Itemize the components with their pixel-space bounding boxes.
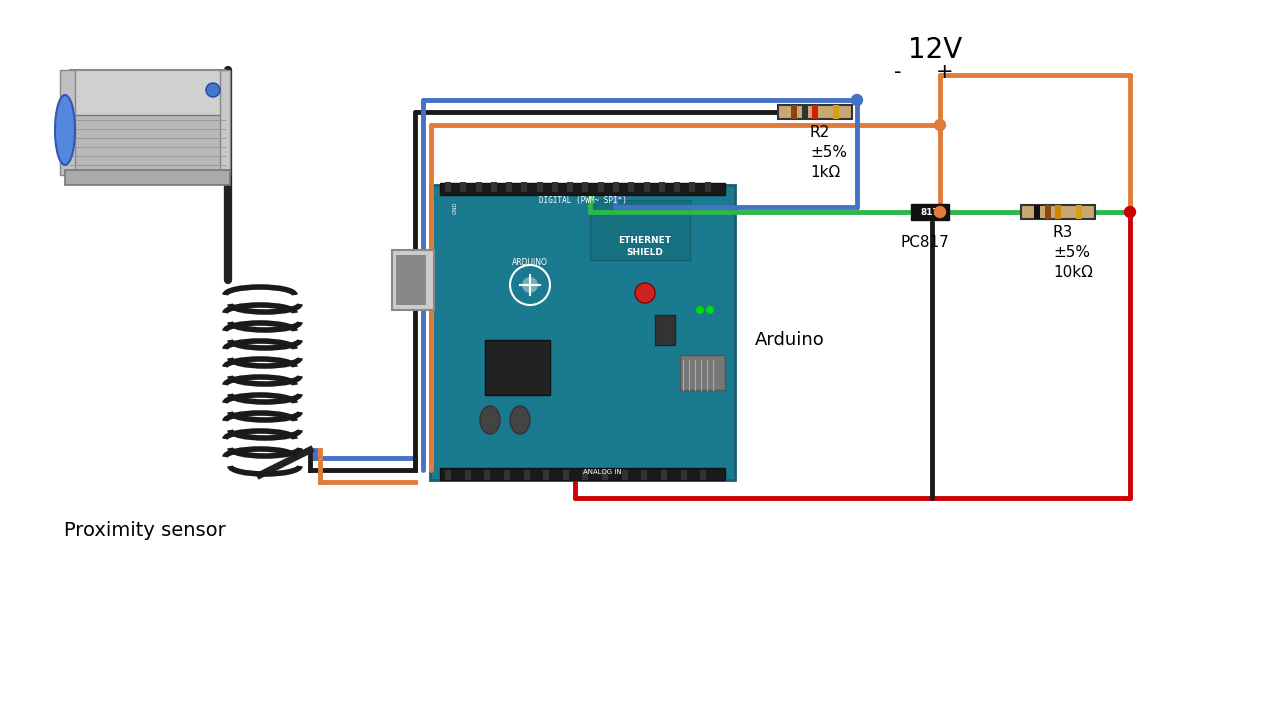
- Bar: [590, 200, 690, 260]
- Text: Arduino: Arduino: [755, 331, 824, 349]
- Circle shape: [1125, 207, 1135, 217]
- Bar: [65, 170, 230, 185]
- Bar: [70, 115, 225, 175]
- Bar: [655, 315, 675, 345]
- Bar: [801, 105, 808, 119]
- Bar: [660, 470, 667, 480]
- Bar: [705, 182, 710, 192]
- Bar: [60, 70, 76, 175]
- Circle shape: [707, 306, 714, 314]
- Bar: [778, 105, 852, 119]
- Bar: [445, 182, 451, 192]
- Bar: [700, 470, 707, 480]
- Bar: [521, 182, 527, 192]
- Bar: [812, 105, 818, 119]
- Bar: [641, 470, 648, 480]
- Circle shape: [635, 283, 655, 303]
- Bar: [659, 182, 664, 192]
- Text: DIGITAL (PWM~ SPI*): DIGITAL (PWM~ SPI*): [539, 196, 626, 204]
- Ellipse shape: [55, 95, 76, 165]
- Bar: [644, 182, 650, 192]
- Text: 817: 817: [920, 207, 940, 217]
- Circle shape: [522, 277, 538, 293]
- Ellipse shape: [509, 406, 530, 434]
- Text: ETHERNET: ETHERNET: [618, 235, 672, 245]
- Bar: [465, 470, 471, 480]
- Circle shape: [934, 120, 946, 130]
- Ellipse shape: [206, 83, 220, 97]
- Bar: [445, 470, 451, 480]
- Bar: [552, 182, 558, 192]
- Bar: [70, 70, 225, 175]
- Bar: [1034, 205, 1041, 219]
- Bar: [536, 182, 543, 192]
- Bar: [392, 250, 434, 310]
- Bar: [476, 182, 481, 192]
- Bar: [396, 255, 426, 305]
- Bar: [582, 182, 589, 192]
- Bar: [680, 355, 724, 390]
- Circle shape: [696, 306, 704, 314]
- Bar: [582, 470, 589, 480]
- Bar: [484, 470, 490, 480]
- Bar: [563, 470, 568, 480]
- Bar: [430, 185, 735, 480]
- Bar: [833, 105, 840, 119]
- Bar: [567, 182, 573, 192]
- Text: SHIELD: SHIELD: [627, 248, 663, 256]
- Bar: [1076, 205, 1083, 219]
- Text: R2
±5%
1kΩ: R2 ±5% 1kΩ: [810, 125, 847, 179]
- Text: PC817: PC817: [901, 235, 950, 250]
- Bar: [1055, 205, 1061, 219]
- Text: ARDUINO: ARDUINO: [512, 258, 548, 266]
- Bar: [791, 105, 797, 119]
- Bar: [602, 470, 608, 480]
- Bar: [613, 182, 620, 192]
- Text: Proximity sensor: Proximity sensor: [64, 521, 225, 539]
- Bar: [440, 183, 724, 195]
- Bar: [628, 182, 635, 192]
- Circle shape: [851, 94, 863, 106]
- Bar: [675, 182, 680, 192]
- Bar: [440, 468, 724, 480]
- Text: ANALOG IN: ANALOG IN: [584, 469, 622, 475]
- Bar: [1044, 205, 1051, 219]
- Bar: [911, 204, 948, 220]
- Bar: [220, 70, 230, 175]
- Ellipse shape: [480, 406, 500, 434]
- Bar: [490, 182, 497, 192]
- Bar: [690, 182, 695, 192]
- Bar: [504, 470, 509, 480]
- Bar: [461, 182, 466, 192]
- Bar: [598, 182, 604, 192]
- Bar: [681, 470, 686, 480]
- Text: R3
±5%
10kΩ: R3 ±5% 10kΩ: [1053, 225, 1093, 279]
- Text: 12V: 12V: [908, 36, 963, 64]
- Bar: [524, 470, 530, 480]
- Text: +: +: [936, 62, 954, 82]
- Text: GND: GND: [453, 202, 457, 214]
- Text: -: -: [895, 62, 901, 82]
- Bar: [485, 340, 550, 395]
- Bar: [543, 470, 549, 480]
- Bar: [1021, 205, 1094, 219]
- Bar: [622, 470, 627, 480]
- Bar: [506, 182, 512, 192]
- Circle shape: [934, 207, 946, 217]
